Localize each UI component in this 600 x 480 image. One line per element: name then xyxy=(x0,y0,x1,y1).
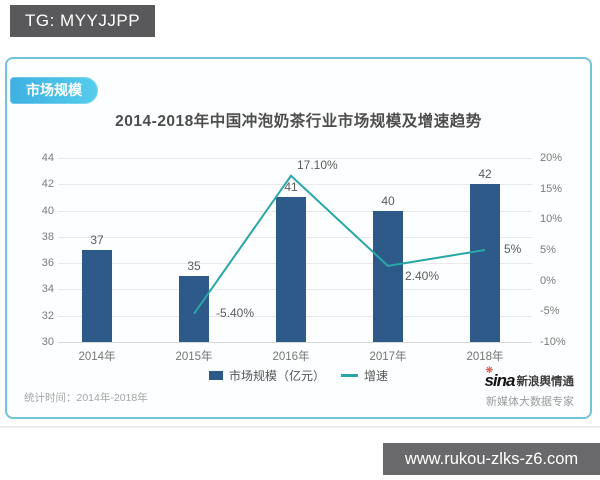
left-axis-tick-label: 44 xyxy=(41,152,54,164)
growth-line-layer xyxy=(193,174,486,315)
chart-legend: 市场规模（亿元） 增速 xyxy=(7,367,590,384)
bar xyxy=(179,276,209,342)
page-divider xyxy=(0,426,600,428)
chart-title: 2014-2018年中国冲泡奶茶行业市场规模及增速趋势 xyxy=(115,113,482,130)
gridline xyxy=(58,342,532,343)
right-axis-tick-label: -10% xyxy=(540,336,566,348)
x-axis-label: 2015年 xyxy=(175,351,213,363)
legend-line-swatch-icon xyxy=(341,374,358,377)
line-point-label: 17.10% xyxy=(297,157,338,172)
legend-line-label: 增速 xyxy=(364,369,389,383)
tg-watermark: TG: MYYJJPP xyxy=(10,5,156,37)
bar xyxy=(373,210,403,342)
growth-line xyxy=(193,174,486,315)
right-axis-tick-label: 0% xyxy=(540,274,556,287)
x-axis-label: 2014年 xyxy=(78,351,116,363)
left-axis-tick-label: 36 xyxy=(41,257,54,270)
sina-logo-suffix: 新浪舆情通 xyxy=(516,376,575,389)
right-axis-tick-label: 5% xyxy=(540,244,556,256)
line-point-label: 5% xyxy=(504,242,522,256)
gridline xyxy=(58,184,532,186)
left-axis-tick-label: 34 xyxy=(41,283,54,296)
sina-brand: ❋ sina 新浪舆情通 新媒体大数据专家 xyxy=(484,365,575,409)
stat-period-note: 统计时间：2014年-2018年 xyxy=(24,392,148,404)
bar-value-label: 41 xyxy=(284,180,298,195)
bar-value-label: 37 xyxy=(90,233,104,247)
left-axis-tick-label: 38 xyxy=(41,230,54,243)
bar-value-label: 35 xyxy=(187,259,201,274)
x-axis-label: 2017年 xyxy=(369,351,407,363)
left-axis-tick-label: 42 xyxy=(41,178,54,191)
section-badge: 市场规模 xyxy=(10,77,98,104)
x-axis-label: 2018年 xyxy=(466,351,504,363)
left-axis-tick-label: 32 xyxy=(41,309,54,322)
url-watermark: www.rukou-zlks-z6.com xyxy=(383,443,600,475)
legend-item-line: 增速 xyxy=(341,367,388,384)
bar xyxy=(82,250,112,342)
legend-bar-label: 市场规模（亿元） xyxy=(228,369,325,383)
right-axis-tick-label: 15% xyxy=(540,182,563,195)
x-axis-label: 2016年 xyxy=(272,351,310,363)
sina-logo-text: sina xyxy=(484,371,515,390)
chart-card: 市场规模 2014-2018年中国冲泡奶茶行业市场规模及增速趋势 44 42 40 3… xyxy=(5,57,592,419)
sina-logo: ❋ sina 新浪舆情通 xyxy=(484,365,575,390)
right-axis-tick-label: 20% xyxy=(540,152,563,164)
gridline xyxy=(58,158,532,159)
legend-bar-swatch-icon xyxy=(208,371,223,380)
bar xyxy=(470,184,500,342)
brand-tagline: 新媒体大数据专家 xyxy=(486,396,574,408)
plot-area: 44 42 40 38 36 34 32 30 20% 15% 10% 5% 0% -5% -10% 37 20… xyxy=(42,152,566,363)
sina-flower-icon: ❋ xyxy=(485,365,494,375)
bar xyxy=(276,197,306,342)
left-axis-tick-label: 30 xyxy=(41,336,54,348)
left-axis-tick-label: 40 xyxy=(41,204,54,217)
legend-item-bar: 市场规模（亿元） xyxy=(208,367,325,384)
bar-value-label: 42 xyxy=(478,167,492,182)
line-point-label: -5.40% xyxy=(216,305,255,320)
line-point-label: 2.40% xyxy=(405,268,440,283)
right-axis-tick-label: 10% xyxy=(540,213,563,226)
bar-value-label: 40 xyxy=(381,193,395,208)
right-axis-tick-label: -5% xyxy=(540,305,560,318)
